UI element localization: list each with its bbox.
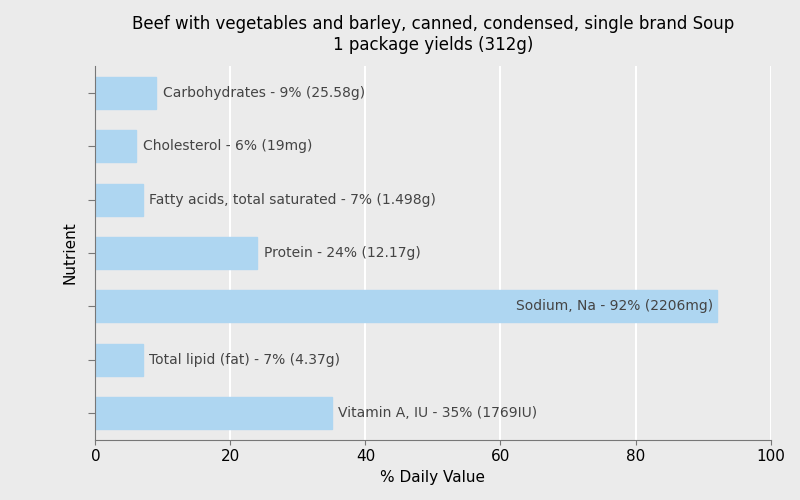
Y-axis label: Nutrient: Nutrient (63, 222, 78, 284)
Text: Fatty acids, total saturated - 7% (1.498g): Fatty acids, total saturated - 7% (1.498… (150, 193, 436, 207)
Bar (95, 130, 136, 162)
Text: Vitamin A, IU - 35% (1769IU): Vitamin A, IU - 35% (1769IU) (338, 406, 538, 420)
Text: Protein - 24% (12.17g): Protein - 24% (12.17g) (264, 246, 421, 260)
Bar (95, 344, 142, 376)
Text: Carbohydrates - 9% (25.58g): Carbohydrates - 9% (25.58g) (163, 86, 365, 100)
Text: Sodium, Na - 92% (2206mg): Sodium, Na - 92% (2206mg) (516, 300, 713, 314)
Text: Cholesterol - 6% (19mg): Cholesterol - 6% (19mg) (142, 140, 312, 153)
Text: Total lipid (fat) - 7% (4.37g): Total lipid (fat) - 7% (4.37g) (150, 352, 340, 366)
Bar (95, 184, 142, 216)
Bar (95, 397, 332, 429)
Bar (95, 237, 258, 269)
Bar (95, 77, 156, 109)
Title: Beef with vegetables and barley, canned, condensed, single brand Soup
1 package : Beef with vegetables and barley, canned,… (132, 15, 734, 54)
X-axis label: % Daily Value: % Daily Value (381, 470, 486, 485)
Bar (95, 290, 717, 322)
